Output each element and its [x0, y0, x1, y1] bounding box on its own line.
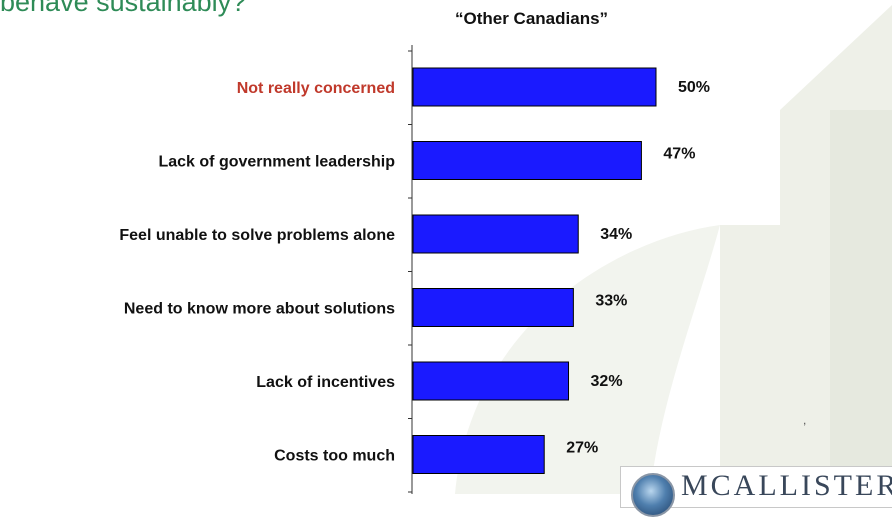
- bar: [412, 435, 545, 474]
- company-logo: MCALLISTER: [620, 466, 892, 517]
- stray-tick-mark: ,: [803, 413, 807, 427]
- value-label: 27%: [566, 440, 598, 457]
- background-watermark: [455, 5, 892, 494]
- chart-subtitle: “Other Canadians”: [455, 9, 609, 28]
- value-label: 33%: [595, 293, 627, 310]
- bar: [412, 361, 570, 401]
- category-label: Lack of incentives: [256, 374, 395, 391]
- value-label: 32%: [591, 373, 623, 390]
- category-label: Need to know more about solutions: [124, 301, 395, 318]
- value-label: 50%: [678, 79, 710, 96]
- globe-emblem-icon: [631, 473, 675, 517]
- bar: [412, 67, 657, 107]
- slide-heading: behave sustainably?: [0, 0, 247, 17]
- bar-chart: Not really concerned 50% Lack of governmen…: [119, 45, 710, 494]
- bar: [412, 214, 579, 254]
- category-label: Feel unable to solve problems alone: [119, 227, 395, 244]
- category-label: Lack of government leadership: [158, 154, 395, 171]
- value-label: 34%: [600, 226, 632, 243]
- category-label: Not really concerned: [237, 80, 395, 97]
- logo-wordmark: MCALLISTER: [681, 469, 892, 502]
- bar: [412, 288, 574, 327]
- value-label: 47%: [663, 146, 695, 163]
- category-label: Costs too much: [274, 448, 395, 465]
- bar: [412, 141, 642, 180]
